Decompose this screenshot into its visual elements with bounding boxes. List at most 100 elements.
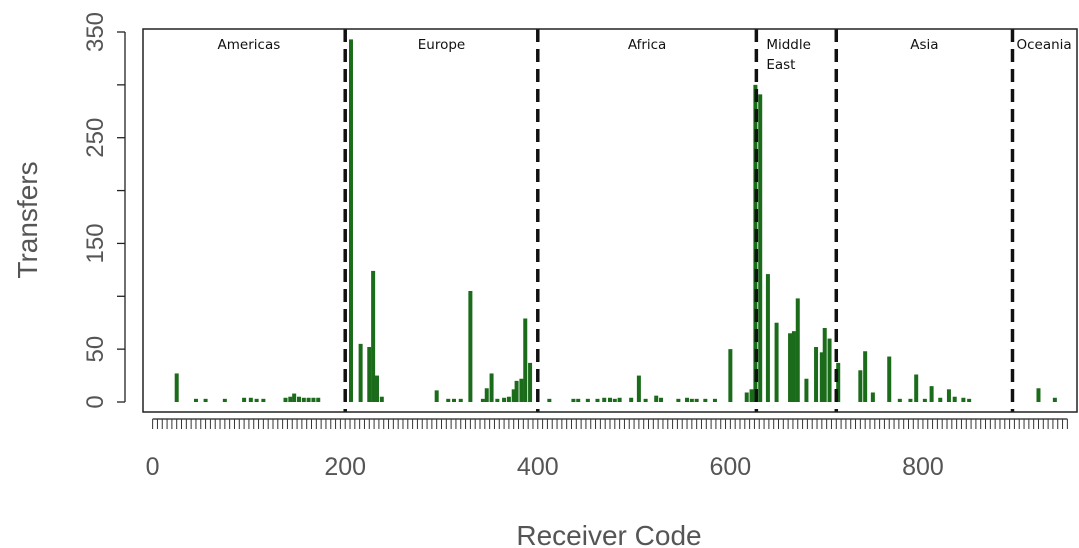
bar: [547, 398, 552, 402]
bar: [511, 389, 516, 402]
bar: [788, 333, 793, 402]
bar: [288, 396, 293, 402]
bar: [595, 398, 600, 402]
bar: [528, 362, 533, 402]
bar: [703, 398, 708, 402]
bar: [694, 398, 699, 402]
bar: [576, 398, 581, 402]
region-labels: Americas Europe Africa Middle East Asia Oceani…: [218, 37, 1072, 73]
bar: [712, 398, 717, 402]
bar: [870, 392, 875, 402]
plot-frame: [142, 28, 1078, 413]
bar: [836, 362, 841, 402]
bar: [827, 338, 832, 402]
x-axis: 0 200 400 600 800: [146, 418, 1068, 481]
bar: [758, 94, 763, 402]
region-dividers: [343, 29, 1015, 412]
bar: [961, 397, 966, 402]
bar: [643, 398, 648, 402]
x-tick-label: 600: [710, 453, 752, 481]
bar: [819, 352, 824, 402]
bar: [348, 39, 353, 403]
bar: [914, 374, 919, 402]
bar: [617, 397, 622, 402]
bar: [301, 397, 306, 402]
bar: [887, 356, 892, 402]
bar: [938, 397, 943, 402]
x-axis-label: Receiver Code: [516, 520, 701, 548]
bar: [765, 274, 770, 402]
bar: [1036, 388, 1041, 402]
bar: [379, 396, 384, 402]
bar: [952, 396, 957, 402]
bar: [822, 328, 827, 402]
bar: [629, 397, 634, 402]
bar: [292, 393, 297, 402]
bar: [502, 397, 507, 402]
region-label: East: [766, 57, 795, 73]
bar: [774, 322, 779, 402]
bar: [1052, 397, 1057, 402]
bar: [612, 398, 617, 402]
bar: [283, 397, 288, 402]
bar: [685, 397, 690, 402]
y-axis: 0 50 150 250 350: [82, 12, 126, 409]
bar: [608, 397, 612, 402]
region-label: Africa: [628, 37, 667, 53]
bar: [434, 390, 439, 402]
bar: [795, 298, 800, 402]
bar: [374, 375, 379, 402]
bar: [676, 398, 681, 402]
y-tick-label: 50: [82, 336, 109, 363]
bar: [242, 397, 247, 402]
region-label: Middle: [766, 37, 811, 53]
y-tick-label: 0: [82, 395, 109, 408]
bar: [316, 397, 321, 402]
bar: [222, 398, 227, 402]
region-label: Oceania: [1016, 37, 1071, 53]
bar: [306, 397, 311, 402]
bar: [654, 395, 659, 402]
bar: [203, 398, 208, 402]
bar: [585, 398, 590, 402]
y-axis-label: Transfers: [12, 161, 43, 278]
bar: [311, 397, 316, 402]
bar: [804, 378, 809, 402]
bar: [514, 380, 519, 402]
bar: [254, 398, 259, 402]
bar: [468, 291, 473, 402]
bar: [571, 398, 576, 402]
bar: [744, 392, 749, 402]
bar: [484, 388, 489, 402]
bar: [922, 398, 927, 402]
bar: [367, 347, 372, 402]
bar: [602, 397, 607, 402]
bar: [174, 373, 179, 402]
region-label: Americas: [218, 37, 281, 53]
y-tick-label: 350: [82, 12, 109, 52]
bars: [174, 39, 1057, 403]
bar: [458, 398, 463, 402]
bar: [814, 347, 819, 402]
bar: [897, 398, 902, 402]
x-tick-label: 800: [902, 453, 944, 481]
bar: [636, 375, 641, 402]
bar: [863, 351, 868, 402]
bar: [480, 398, 485, 402]
bar: [523, 318, 528, 402]
region-label: Europe: [418, 37, 465, 53]
bar: [248, 397, 253, 402]
bar: [446, 398, 451, 402]
bar: [791, 331, 796, 402]
bar: [749, 389, 754, 402]
bar: [728, 349, 733, 402]
bar: [929, 386, 934, 402]
bar: [452, 398, 457, 402]
bar: [296, 396, 301, 402]
bar: [659, 397, 664, 402]
bar: [946, 389, 951, 402]
y-tick-label: 150: [82, 223, 109, 263]
x-tick-label: 0: [146, 453, 160, 481]
bar: [371, 270, 376, 402]
